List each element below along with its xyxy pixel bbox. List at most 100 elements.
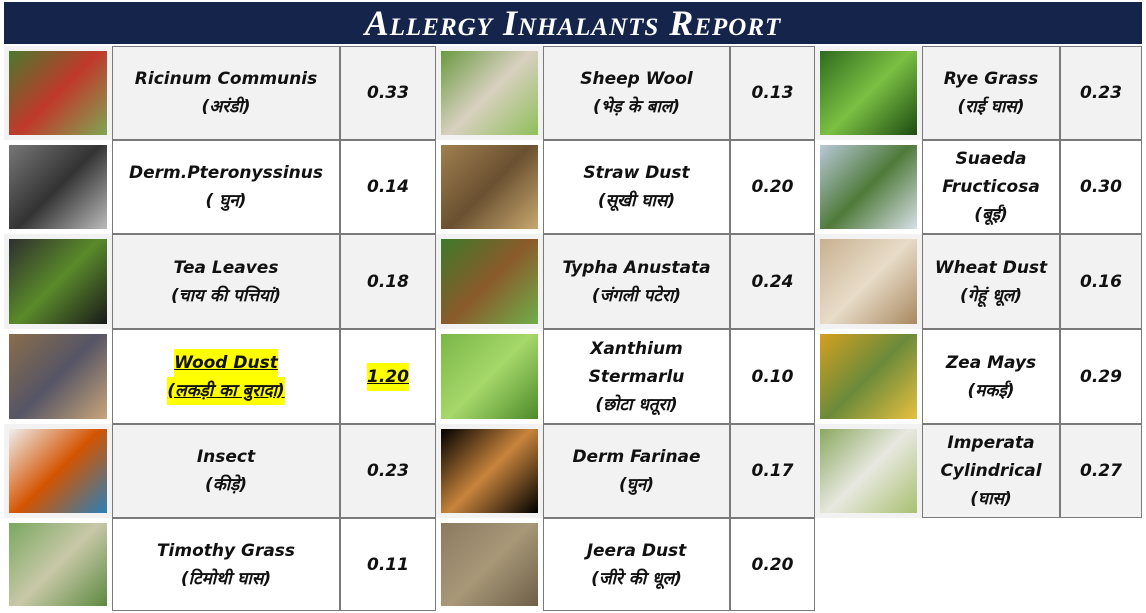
allergen-value: 0.20 [752, 173, 794, 201]
name-cell: Rye Grass(राई घास) [922, 46, 1060, 140]
allergen-local-name: (भेड़ के बाल) [593, 93, 680, 121]
allergen-name: Ricinum Communis [135, 65, 317, 93]
value-cell: 0.23 [1060, 46, 1142, 140]
allergen-local-name: (गेहूं धूल) [960, 282, 1022, 310]
name-cell: Suaeda Fructicosa(बूई) [922, 140, 1060, 234]
value-cell: 0.16 [1060, 234, 1142, 329]
allergen-image [4, 329, 112, 424]
name-cell: Derm.Pteronyssinus( घुन) [112, 140, 340, 234]
value-cell: 0.14 [340, 140, 436, 234]
value-cell: 0.30 [1060, 140, 1142, 234]
allergen-local-name: (अरंडी) [202, 93, 251, 121]
allergen-value: 0.20 [752, 551, 794, 579]
allergen-name: Derm.Pteronyssinus [129, 159, 323, 187]
value-cell: 0.23 [340, 424, 436, 518]
allergen-value: 0.33 [367, 79, 409, 107]
allergen-local-name: (छोटा धतूरा) [595, 391, 677, 419]
value-cell: 0.10 [730, 329, 815, 424]
allergen-image [815, 140, 922, 234]
allergen-local-name: (सूखी घास) [598, 187, 675, 215]
allergen-image [436, 234, 543, 329]
report-title: Allergy Inhalants Report [365, 2, 782, 44]
allergen-name: Rye Grass [944, 65, 1039, 93]
allergen-local-name: (जीरे की धूल) [591, 565, 682, 593]
name-cell: Jeera Dust(जीरे की धूल) [543, 518, 730, 611]
allergen-value: 0.24 [752, 268, 794, 296]
allergen-name: Insect [197, 443, 255, 471]
allergen-value: 0.23 [367, 457, 409, 485]
allergen-image [4, 234, 112, 329]
report-page: Allergy Inhalants Report Ricinum Communi… [0, 0, 1146, 613]
allergen-name: Imperata Cylindrical [923, 429, 1059, 485]
allergen-value: 0.11 [367, 551, 409, 579]
allergen-local-name: (लकड़ी का बुरादा) [167, 377, 284, 405]
allergen-value: 0.16 [1080, 268, 1122, 296]
value-cell: 0.27 [1060, 424, 1142, 518]
allergen-image [815, 424, 922, 518]
allergen-local-name: (कीड़े) [205, 471, 247, 499]
title-bar: Allergy Inhalants Report [4, 2, 1142, 44]
allergen-value: 0.17 [752, 457, 794, 485]
allergen-value: 0.13 [752, 79, 794, 107]
allergen-image [436, 329, 543, 424]
allergen-image [436, 46, 543, 140]
allergen-local-name: (घास) [970, 485, 1011, 513]
value-cell: 0.29 [1060, 329, 1142, 424]
allergen-local-name: (टिमोथी घास) [181, 565, 271, 593]
allergen-local-name: (बूई) [974, 201, 1008, 229]
value-cell: 0.24 [730, 234, 815, 329]
allergen-local-name: (घुन) [619, 471, 654, 499]
allergen-value: 0.10 [752, 363, 794, 391]
allergen-value: 1.20 [367, 363, 409, 391]
value-cell: 0.33 [340, 46, 436, 140]
allergen-image [4, 424, 112, 518]
empty-cell [815, 518, 1142, 611]
name-cell: Wood Dust(लकड़ी का बुरादा) [112, 329, 340, 424]
allergen-image [436, 424, 543, 518]
name-cell: Timothy Grass(टिमोथी घास) [112, 518, 340, 611]
allergen-name: Wheat Dust [935, 254, 1047, 282]
name-cell: Wheat Dust(गेहूं धूल) [922, 234, 1060, 329]
value-cell: 0.17 [730, 424, 815, 518]
allergen-image [815, 234, 922, 329]
allergen-name: Derm Farinae [572, 443, 700, 471]
allergen-value: 0.14 [367, 173, 409, 201]
value-cell: 0.20 [730, 140, 815, 234]
name-cell: Sheep Wool(भेड़ के बाल) [543, 46, 730, 140]
allergen-value: 0.29 [1080, 363, 1122, 391]
allergen-local-name: (चाय की पत्तियां) [171, 282, 281, 310]
allergen-value: 0.23 [1080, 79, 1122, 107]
allergen-value: 0.27 [1080, 457, 1122, 485]
allergen-name: Suaeda Fructicosa [923, 145, 1059, 201]
name-cell: Imperata Cylindrical(घास) [922, 424, 1060, 518]
allergen-name: Sheep Wool [580, 65, 693, 93]
allergen-name: Zea Mays [946, 349, 1036, 377]
allergen-image [436, 518, 543, 611]
allergen-name: Straw Dust [583, 159, 689, 187]
name-cell: Tea Leaves(चाय की पत्तियां) [112, 234, 340, 329]
allergen-value: 0.30 [1080, 173, 1122, 201]
allergen-local-name: (मकई) [967, 377, 1014, 405]
allergen-local-name: (राई घास) [957, 93, 1024, 121]
allergen-name: Xanthium Stermarlu [544, 335, 729, 391]
name-cell: Insect(कीड़े) [112, 424, 340, 518]
allergen-image [4, 46, 112, 140]
allergen-value: 0.18 [367, 268, 409, 296]
name-cell: Typha Anustata(जंगली पटेरा) [543, 234, 730, 329]
name-cell: Straw Dust(सूखी घास) [543, 140, 730, 234]
value-cell: 0.13 [730, 46, 815, 140]
allergen-name: Jeera Dust [587, 537, 687, 565]
value-cell: 0.11 [340, 518, 436, 611]
name-cell: Ricinum Communis(अरंडी) [112, 46, 340, 140]
allergen-image [436, 140, 543, 234]
allergen-image [815, 329, 922, 424]
allergen-image [4, 518, 112, 611]
allergen-local-name: ( घुन) [206, 187, 247, 215]
allergen-name: Timothy Grass [157, 537, 295, 565]
allergen-name: Typha Anustata [562, 254, 710, 282]
allergen-image [4, 140, 112, 234]
allergen-name: Wood Dust [174, 349, 278, 377]
name-cell: Zea Mays(मकई) [922, 329, 1060, 424]
value-cell: 0.18 [340, 234, 436, 329]
allergen-image [815, 46, 922, 140]
